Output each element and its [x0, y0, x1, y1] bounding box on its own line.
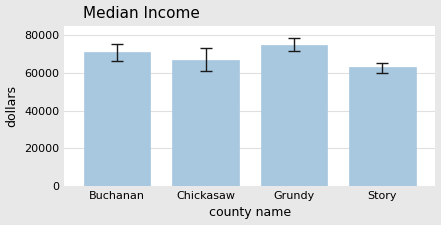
Text: Median Income: Median Income	[82, 6, 199, 20]
Bar	[261, 45, 327, 186]
Bar	[349, 67, 415, 186]
Bar	[172, 60, 239, 186]
X-axis label: county name: county name	[209, 207, 291, 219]
Y-axis label: dollars: dollars	[6, 85, 19, 127]
Bar	[84, 52, 150, 186]
